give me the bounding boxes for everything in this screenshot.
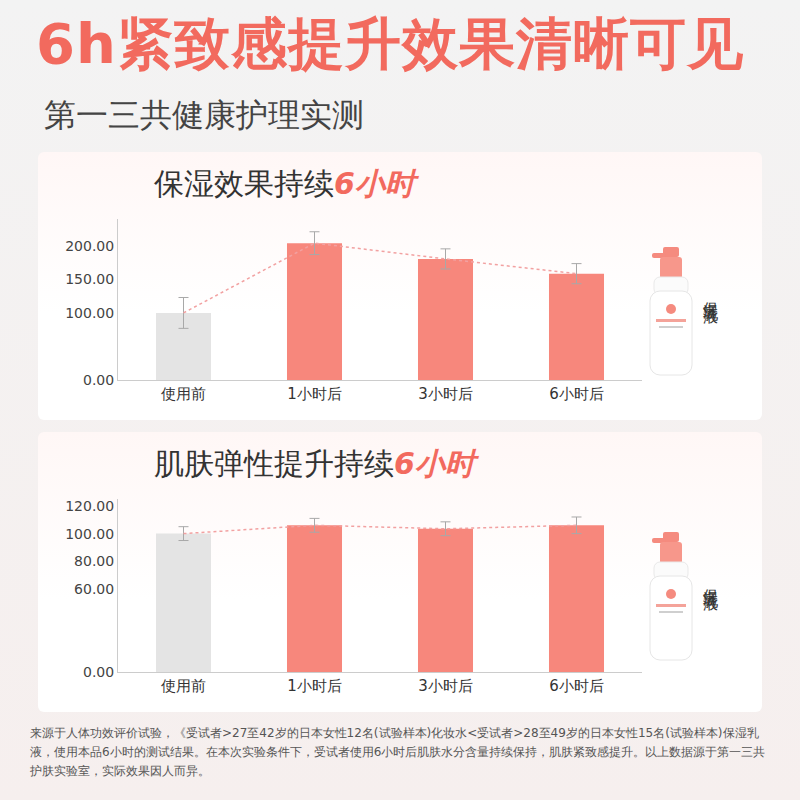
- svg-text:150.00: 150.00: [65, 271, 114, 287]
- html-text:肌肤弹性提升持续6小时: 肌肤弹性提升持续6小时: [154, 446, 475, 481]
- svg-text:3小时后: 3小时后: [418, 385, 473, 403]
- svg-text:120.00: 120.00: [65, 498, 114, 514]
- html-text:保湿乳液: 保湿乳液: [702, 290, 720, 298]
- svg-text:使用前: 使用前: [161, 385, 206, 403]
- svg-text:使用前: 使用前: [161, 677, 206, 695]
- svg-text:60.00: 60.00: [74, 581, 114, 597]
- html-text:来源于人体功效评价试验，《受试者>27至42岁的日本女性12: 来源于人体功效评价试验，《受试者>27至42岁的日本女性12名(试验样本)化妆水…: [30, 726, 766, 778]
- html-text:第一三共健康护理实测: 第一三共健康护理实测: [44, 96, 364, 134]
- svg-text:0.00: 0.00: [83, 664, 114, 680]
- html-text:保湿乳液: 保湿乳液: [702, 577, 720, 585]
- svg-text:1小时后: 1小时后: [287, 677, 342, 695]
- svg-text:100.00: 100.00: [65, 526, 114, 542]
- html-text:6h紧致感提升效果清晰可见: 6h紧致感提升效果清晰可见: [36, 11, 744, 76]
- svg-text:100.00: 100.00: [65, 305, 114, 321]
- svg-text:80.00: 80.00: [74, 553, 114, 569]
- svg-text:3小时后: 3小时后: [418, 677, 473, 695]
- svg-text:6小时后: 6小时后: [549, 385, 604, 403]
- svg-text:200.00: 200.00: [65, 238, 114, 254]
- svg-text:0.00: 0.00: [83, 372, 114, 388]
- svg-text:6小时后: 6小时后: [549, 677, 604, 695]
- html-text:保湿效果持续6小时: 保湿效果持续6小时: [154, 166, 415, 201]
- svg-text:1小时后: 1小时后: [287, 385, 342, 403]
